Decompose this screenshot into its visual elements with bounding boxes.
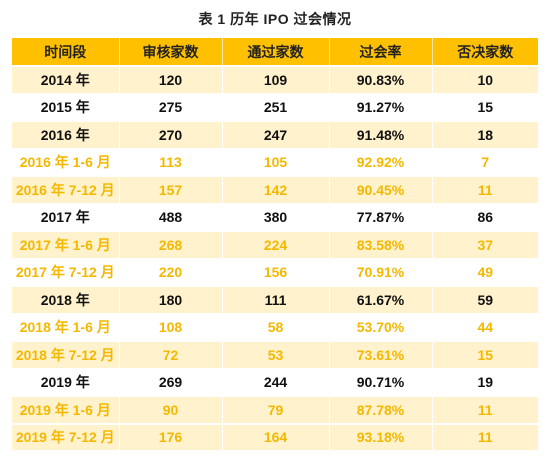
cell-pass-rate: 91.48% [329,121,433,149]
cell-rejected: 15 [432,93,538,121]
cell-pass-rate: 90.71% [329,368,433,396]
table-row: 2018 年 180 111 61.67% 59 [12,286,538,314]
cell-rejected: 11 [432,176,538,204]
cell-passed: 247 [222,121,330,149]
table-row: 2018 年 1-6 月 108 58 53.70% 44 [12,313,538,341]
cell-period: 2017 年 7-12 月 [12,258,120,286]
cell-passed: 244 [222,368,330,396]
table-row: 2017 年 488 380 77.87% 86 [12,203,538,231]
header-passed: 通过家数 [222,38,330,66]
table-caption: 表 1 历年 IPO 过会情况 [198,11,352,27]
cell-reviewed: 113 [119,148,223,176]
cell-passed: 58 [222,313,330,341]
cell-pass-rate: 77.87% [329,203,433,231]
table-header-row: 时间段 审核家数 通过家数 过会率 否决家数 [12,38,538,66]
table-row: 2018 年 7-12 月 72 53 73.61% 15 [12,341,538,369]
cell-period: 2018 年 1-6 月 [12,313,120,341]
cell-rejected: 10 [432,66,538,94]
ipo-approval-table: 时间段 审核家数 通过家数 过会率 否决家数 2014 年 120 109 90.83… [12,38,538,450]
cell-passed: 105 [222,148,330,176]
header-rejected: 否决家数 [432,38,538,66]
cell-passed: 164 [222,423,330,450]
header-period: 时间段 [12,38,120,66]
cell-passed: 111 [222,286,330,314]
cell-rejected: 44 [432,313,538,341]
cell-reviewed: 90 [119,396,223,424]
cell-rejected: 11 [432,396,538,424]
cell-rejected: 15 [432,341,538,369]
cell-pass-rate: 87.78% [329,396,433,424]
cell-passed: 53 [222,341,330,369]
cell-period: 2018 年 [12,286,120,314]
cell-pass-rate: 73.61% [329,341,433,369]
cell-passed: 79 [222,396,330,424]
cell-rejected: 49 [432,258,538,286]
cell-pass-rate: 90.83% [329,66,433,94]
cell-pass-rate: 83.58% [329,231,433,259]
table-row: 2017 年 1-6 月 268 224 83.58% 37 [12,231,538,259]
header-reviewed: 审核家数 [119,38,223,66]
cell-passed: 224 [222,231,330,259]
cell-period: 2016 年 1-6 月 [12,148,120,176]
cell-passed: 156 [222,258,330,286]
cell-period: 2019 年 1-6 月 [12,396,120,424]
table-row: 2019 年 269 244 90.71% 19 [12,368,538,396]
cell-pass-rate: 92.92% [329,148,433,176]
cell-rejected: 11 [432,423,538,450]
cell-reviewed: 157 [119,176,223,204]
cell-pass-rate: 93.18% [329,423,433,450]
cell-pass-rate: 53.70% [329,313,433,341]
cell-reviewed: 180 [119,286,223,314]
cell-period: 2017 年 [12,203,120,231]
cell-rejected: 18 [432,121,538,149]
cell-reviewed: 270 [119,121,223,149]
cell-pass-rate: 90.45% [329,176,433,204]
cell-passed: 142 [222,176,330,204]
cell-pass-rate: 61.67% [329,286,433,314]
table-row: 2016 年 1-6 月 113 105 92.92% 7 [12,148,538,176]
cell-pass-rate: 70.91% [329,258,433,286]
table-row: 2019 年 1-6 月 90 79 87.78% 11 [12,396,538,424]
cell-period: 2014 年 [12,66,120,94]
cell-rejected: 86 [432,203,538,231]
table-body: 2014 年 120 109 90.83% 10 2015 年 275 251 91.27% 15… [12,66,538,450]
cell-period: 2019 年 [12,368,120,396]
cell-reviewed: 269 [119,368,223,396]
header-pass-rate: 过会率 [329,38,433,66]
cell-passed: 380 [222,203,330,231]
cell-reviewed: 108 [119,313,223,341]
cell-period: 2019 年 7-12 月 [12,423,120,450]
cell-period: 2015 年 [12,93,120,121]
cell-period: 2016 年 7-12 月 [12,176,120,204]
table-row: 2017 年 7-12 月 220 156 70.91% 49 [12,258,538,286]
cell-period: 2017 年 1-6 月 [12,231,120,259]
table-row: 2015 年 275 251 91.27% 15 [12,93,538,121]
cell-rejected: 37 [432,231,538,259]
cell-passed: 109 [222,66,330,94]
cell-reviewed: 268 [119,231,223,259]
cell-reviewed: 72 [119,341,223,369]
cell-period: 2016 年 [12,121,120,149]
cell-reviewed: 120 [119,66,223,94]
cell-pass-rate: 91.27% [329,93,433,121]
cell-reviewed: 275 [119,93,223,121]
cell-period: 2018 年 7-12 月 [12,341,120,369]
table-row: 2016 年 7-12 月 157 142 90.45% 11 [12,176,538,204]
cell-rejected: 7 [432,148,538,176]
cell-reviewed: 220 [119,258,223,286]
cell-reviewed: 488 [119,203,223,231]
cell-rejected: 59 [432,286,538,314]
cell-reviewed: 176 [119,423,223,450]
table-row: 2014 年 120 109 90.83% 10 [12,66,538,94]
table-row: 2019 年 7-12 月 176 164 93.18% 11 [12,423,538,450]
cell-passed: 251 [222,93,330,121]
table-row: 2016 年 270 247 91.48% 18 [12,121,538,149]
cell-rejected: 19 [432,368,538,396]
